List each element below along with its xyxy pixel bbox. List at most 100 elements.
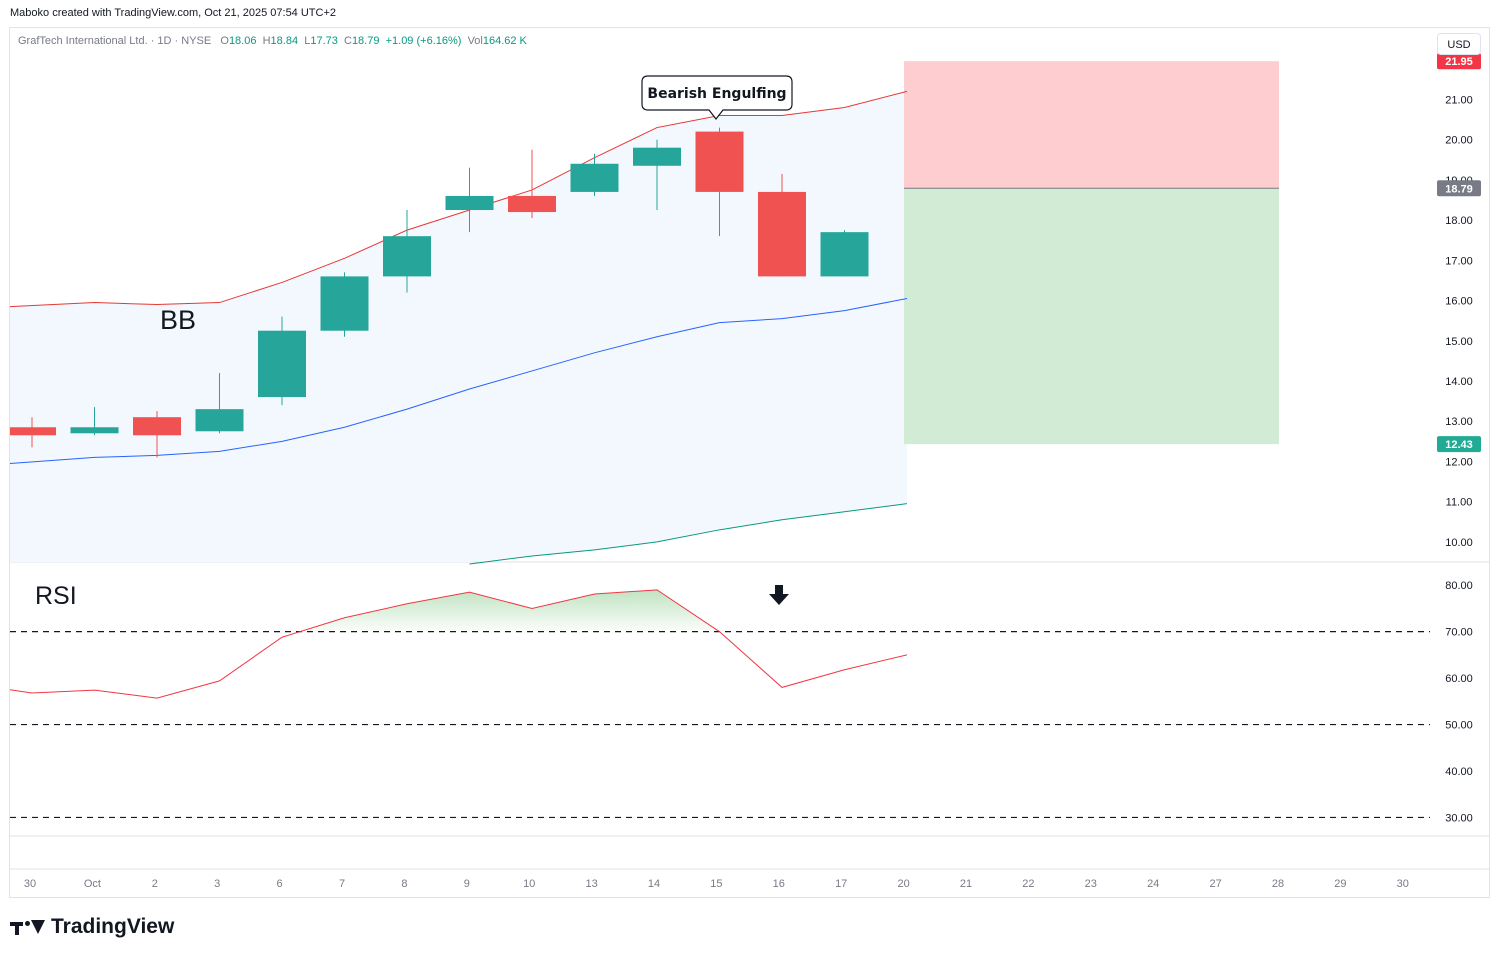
time-tick-label: 9 — [464, 878, 470, 890]
time-tick-label: 13 — [585, 878, 597, 890]
candle-body — [570, 163, 619, 192]
price-tick-label: 12.00 — [1445, 456, 1473, 468]
candle-oct-3[interactable] — [133, 411, 181, 458]
candle-body — [758, 191, 806, 277]
price-tick-label: 14.00 — [1445, 376, 1473, 388]
price-tick-label: 21.00 — [1445, 94, 1473, 106]
bearish-engulfing-label: Bearish Engulfing — [647, 86, 786, 102]
time-tick-label: 30 — [24, 878, 36, 890]
take-profit-zone[interactable] — [904, 188, 1279, 445]
price-tick-label: 10.00 — [1445, 537, 1473, 549]
time-tick-label: 10 — [523, 878, 535, 890]
tradingview-logo[interactable]: TradingView — [10, 915, 174, 939]
brand-name: TradingView — [51, 915, 175, 938]
time-tick-label: 27 — [1209, 878, 1221, 890]
candle-oct-7[interactable] — [258, 316, 306, 406]
stop-price-tag[interactable] — [1437, 53, 1481, 70]
rsi-pane[interactable] — [9, 589, 1430, 819]
high-value: 18.84 — [270, 35, 299, 47]
price-tick-label: 16.00 — [1445, 296, 1473, 308]
time-tick-label: 7 — [339, 878, 345, 890]
candle-body — [508, 195, 556, 213]
candle-body — [445, 195, 494, 211]
time-tick-label: Oct — [84, 878, 101, 890]
long-short-position[interactable] — [904, 61, 1279, 445]
time-tick-label: 22 — [1022, 878, 1034, 890]
stop-price-tag-label: 21.95 — [1445, 56, 1473, 68]
candle-oct-20[interactable] — [820, 230, 869, 277]
time-tick-label: 2 — [152, 878, 158, 890]
bollinger-band-fill — [10, 91, 907, 562]
rsi-tick-label: 30.00 — [1445, 812, 1473, 824]
candle-oct-6[interactable] — [195, 372, 244, 434]
rsi-label: RSI — [35, 582, 77, 610]
rsi-tick-label: 80.00 — [1445, 580, 1473, 592]
high-label: H — [262, 35, 271, 47]
price-axis[interactable]: 10.00 11.00 12.00 13.00 14.00 15.00 16.00 17.00… — [1437, 53, 1481, 549]
candle-body — [195, 409, 244, 432]
last-price-tag-label: 18.79 — [1445, 183, 1473, 195]
tradingview-logo-icon — [10, 920, 45, 935]
candles[interactable] — [10, 127, 869, 458]
price-tick-label: 17.00 — [1445, 255, 1473, 267]
candle-oct-1[interactable] — [10, 417, 56, 448]
rsi-line[interactable] — [9, 589, 908, 699]
candle-oct-10[interactable] — [445, 167, 494, 233]
candle-oct-14[interactable] — [570, 153, 619, 196]
last-price-tag[interactable] — [1437, 180, 1481, 197]
stop-loss-zone[interactable] — [904, 61, 1279, 189]
rsi-tick-label: 70.00 — [1445, 627, 1473, 639]
candle-oct-2[interactable] — [70, 407, 119, 436]
chart-frame[interactable] — [9, 27, 1490, 898]
candle-body — [133, 417, 181, 436]
time-tick-label: 23 — [1085, 878, 1097, 890]
rsi-tick-label: 50.00 — [1445, 720, 1473, 732]
down-arrow-icon[interactable] — [769, 585, 789, 605]
rsi-tick-label: 40.00 — [1445, 766, 1473, 778]
candle-body — [320, 276, 369, 331]
time-tick-label: 3 — [214, 878, 220, 890]
time-tick-label: 15 — [710, 878, 722, 890]
time-tick-label: 28 — [1272, 878, 1284, 890]
change-value: +1.09 (+6.16%) — [385, 35, 462, 47]
price-tick-label: 13.00 — [1445, 416, 1473, 428]
time-tick-label: 20 — [897, 878, 909, 890]
low-label: L — [304, 35, 311, 47]
candle-oct-15[interactable] — [633, 139, 681, 211]
rsi-axis[interactable]: 30.00 40.00 50.00 60.00 70.00 80.00 — [1445, 580, 1473, 824]
price-tick-label: 11.00 — [1446, 497, 1473, 509]
bollinger-fill — [10, 91, 907, 562]
candle-body — [383, 236, 431, 277]
candle-oct-9[interactable] — [383, 210, 431, 293]
candle-oct-17[interactable] — [758, 173, 806, 277]
close-label: C — [343, 35, 352, 47]
time-tick-label: 17 — [835, 878, 847, 890]
bearish-engulfing-callout[interactable]: Bearish Engulfing — [641, 75, 793, 120]
candle-body — [258, 330, 306, 398]
candle-body — [695, 131, 744, 192]
currency-button[interactable]: USD — [1437, 33, 1481, 55]
candle-oct-16[interactable] — [695, 127, 744, 237]
symbol-legend[interactable]: GrafTech International Ltd. · 1D · NYSE … — [18, 35, 527, 47]
price-tick-label: 18.00 — [1445, 215, 1473, 227]
open-value: 18.06 — [228, 35, 257, 47]
time-tick-label: 24 — [1147, 878, 1159, 890]
rsi-overbought-fill — [299, 589, 720, 632]
rsi-tick-label: 60.00 — [1445, 673, 1473, 685]
target-price-tag-label: 12.43 — [1445, 439, 1473, 451]
time-tick-label: 6 — [277, 878, 283, 890]
price-tick-label: 20.00 — [1445, 135, 1473, 147]
candle-body — [633, 147, 681, 166]
candle-oct-8[interactable] — [320, 272, 369, 337]
price-tick-label: 15.00 — [1445, 336, 1473, 348]
time-tick-label: 8 — [401, 878, 407, 890]
candle-body — [820, 232, 869, 277]
target-price-tag[interactable] — [1437, 436, 1481, 453]
low-value: 17.73 — [310, 35, 338, 47]
open-label: O — [220, 35, 229, 47]
time-axis[interactable]: 30 Oct 2 3 6 7 8 9 10 13 14 15 16 17 20 21 22 23 24 27 28 29 3… — [24, 878, 1409, 890]
candle-oct-13[interactable] — [508, 149, 556, 219]
time-tick-label: 16 — [773, 878, 785, 890]
close-value: 18.79 — [351, 35, 380, 47]
